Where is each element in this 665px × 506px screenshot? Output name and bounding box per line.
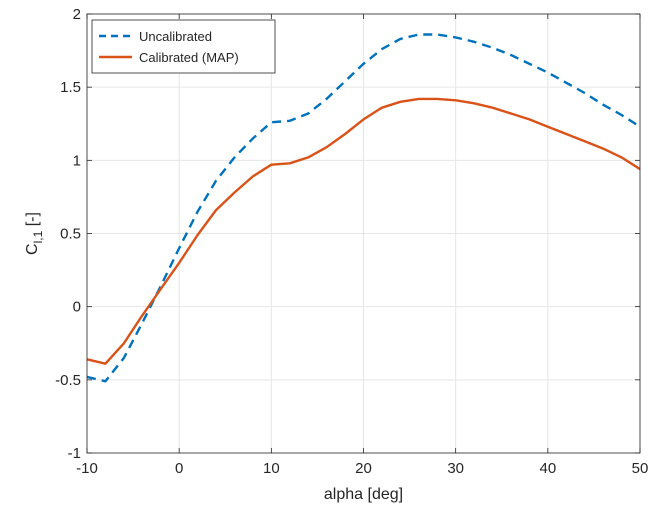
- y-axis-label: Cl,1 [-]: [24, 212, 45, 255]
- y-tick-label: -0.5: [55, 372, 81, 389]
- y-tick-label: 2: [73, 6, 81, 23]
- x-tick-label: 10: [263, 460, 280, 477]
- x-tick-label: 30: [447, 460, 464, 477]
- y-axis-label-main: C: [24, 243, 41, 255]
- legend-box: [91, 19, 276, 74]
- legend-label-uncalibrated: Uncalibrated: [139, 29, 212, 44]
- legend-label-calibrated: Calibrated (MAP): [139, 50, 239, 65]
- y-axis-label-subscript: l,1: [31, 230, 45, 243]
- y-tick-label: 1: [73, 152, 81, 169]
- x-axis-label: alpha [deg]: [324, 486, 403, 503]
- y-tick-label: 0.5: [60, 226, 81, 243]
- x-tick-label: 50: [632, 460, 649, 477]
- y-axis-label-suffix: [-]: [24, 212, 41, 231]
- y-tick-label: -1: [68, 445, 81, 462]
- axis-ticks: [86, 13, 641, 454]
- series-line-calibrated: [86, 97, 641, 365]
- y-tick-label: 1.5: [60, 79, 81, 96]
- tick-labels: -10 0 10 20 30 40 50 -1 -0.5 0 0.5 1 1.5 2: [55, 6, 648, 477]
- legend: Uncalibrated Calibrated (MAP): [91, 19, 276, 74]
- x-tick-label: -10: [76, 460, 98, 477]
- x-tick-label: 20: [355, 460, 372, 477]
- x-tick-label: 40: [539, 460, 556, 477]
- series-layer: [86, 33, 641, 383]
- y-tick-label: 0: [73, 299, 81, 316]
- x-tick-label: 0: [175, 460, 183, 477]
- series-line-uncalibrated: [86, 33, 641, 383]
